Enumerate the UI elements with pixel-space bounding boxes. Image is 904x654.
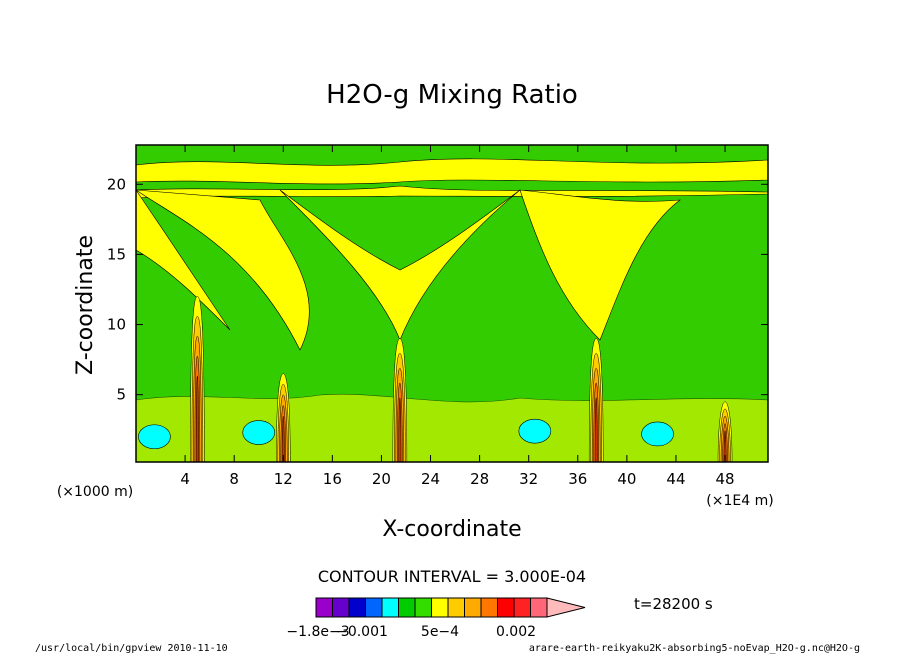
x-tick-label: 40: [617, 470, 636, 488]
y-axis-label: Z-coordinate: [73, 235, 98, 375]
colorbar-swatch-7: [431, 597, 449, 618]
colorbar-swatch-12: [513, 597, 531, 618]
colorbar-labels: −1.8e−3−0.001 5e−4 0.002: [286, 624, 536, 640]
dry-patch-1: [242, 420, 276, 445]
colorbar-label-2: 5e−4: [421, 624, 459, 640]
x-tick-label: 16: [323, 470, 342, 488]
x-tick-label: 8: [229, 470, 239, 488]
colorbar-swatch-6: [414, 597, 432, 618]
plot-frame: [135, 144, 769, 463]
y-tick-label: 10: [107, 316, 126, 334]
convective-plumes: [190, 296, 733, 462]
x-unit-right: (×1E4 m): [706, 493, 773, 509]
plume-1: [276, 373, 291, 462]
x-axis-label: X-coordinate: [382, 517, 521, 542]
x-tick-label: 48: [716, 470, 735, 488]
colorbar-swatch-3: [365, 597, 383, 618]
colorbar-swatch-10: [480, 597, 498, 618]
colorbar-swatch-1: [332, 597, 350, 618]
colorbar-label-1: −0.001: [336, 624, 388, 640]
plume-4: [717, 401, 733, 462]
dry-patch-0: [138, 424, 171, 450]
colorbar-swatch-9: [464, 597, 482, 618]
x-tick-label: 20: [372, 470, 391, 488]
colorbar-arrow: [546, 597, 586, 618]
x-tick-label: 28: [470, 470, 489, 488]
x-tick-label: 4: [180, 470, 190, 488]
footer-right: arare-earth-reikyaku2K-absorbing5-noEvap…: [529, 643, 860, 654]
dry-patch-3: [641, 421, 674, 447]
colorbar-swatch-2: [348, 597, 366, 618]
colorbar-label-0: −1.8e−3: [286, 624, 349, 640]
plume-2: [392, 338, 408, 462]
y-tick-label: 15: [107, 245, 126, 263]
dry-patches: [138, 418, 674, 450]
colorbar: [315, 597, 586, 618]
colorbar-swatch-13: [530, 597, 548, 618]
colorbar-swatch-0: [315, 597, 333, 618]
moist-band-upper: [136, 158, 768, 199]
plume-3: [588, 338, 604, 462]
moist-plume-regions: [136, 189, 768, 462]
y-tick-label: 20: [107, 175, 126, 193]
y-tick-label: 5: [116, 386, 126, 404]
x-tick-label: 36: [568, 470, 587, 488]
dry-patch-2: [518, 418, 552, 444]
x-unit-left: (×1000 m): [57, 484, 133, 500]
x-axis-ticks: 4 8 12 16 20 24 28 32 36 40 44 48: [180, 145, 735, 488]
x-tick-label: 12: [274, 470, 293, 488]
footer-left: /usr/local/bin/gpview 2010-11-10: [35, 643, 228, 654]
x-tick-label: 32: [519, 470, 538, 488]
plume-0: [190, 296, 205, 462]
colorbar-swatch-5: [398, 597, 416, 618]
contour-interval: CONTOUR INTERVAL = 3.000E-04: [318, 567, 586, 586]
colorbar-swatch-8: [447, 597, 465, 618]
x-tick-label: 24: [421, 470, 440, 488]
colorbar-swatch-4: [381, 597, 399, 618]
y-axis-ticks: 5 10 15 20: [107, 175, 768, 404]
chart-title: H2O-g Mixing Ratio: [326, 80, 578, 110]
colorbar-label-3: 0.002: [496, 624, 536, 640]
colorbar-swatch-11: [497, 597, 515, 618]
x-tick-label: 44: [666, 470, 685, 488]
time-label: t=28200 s: [634, 595, 713, 613]
